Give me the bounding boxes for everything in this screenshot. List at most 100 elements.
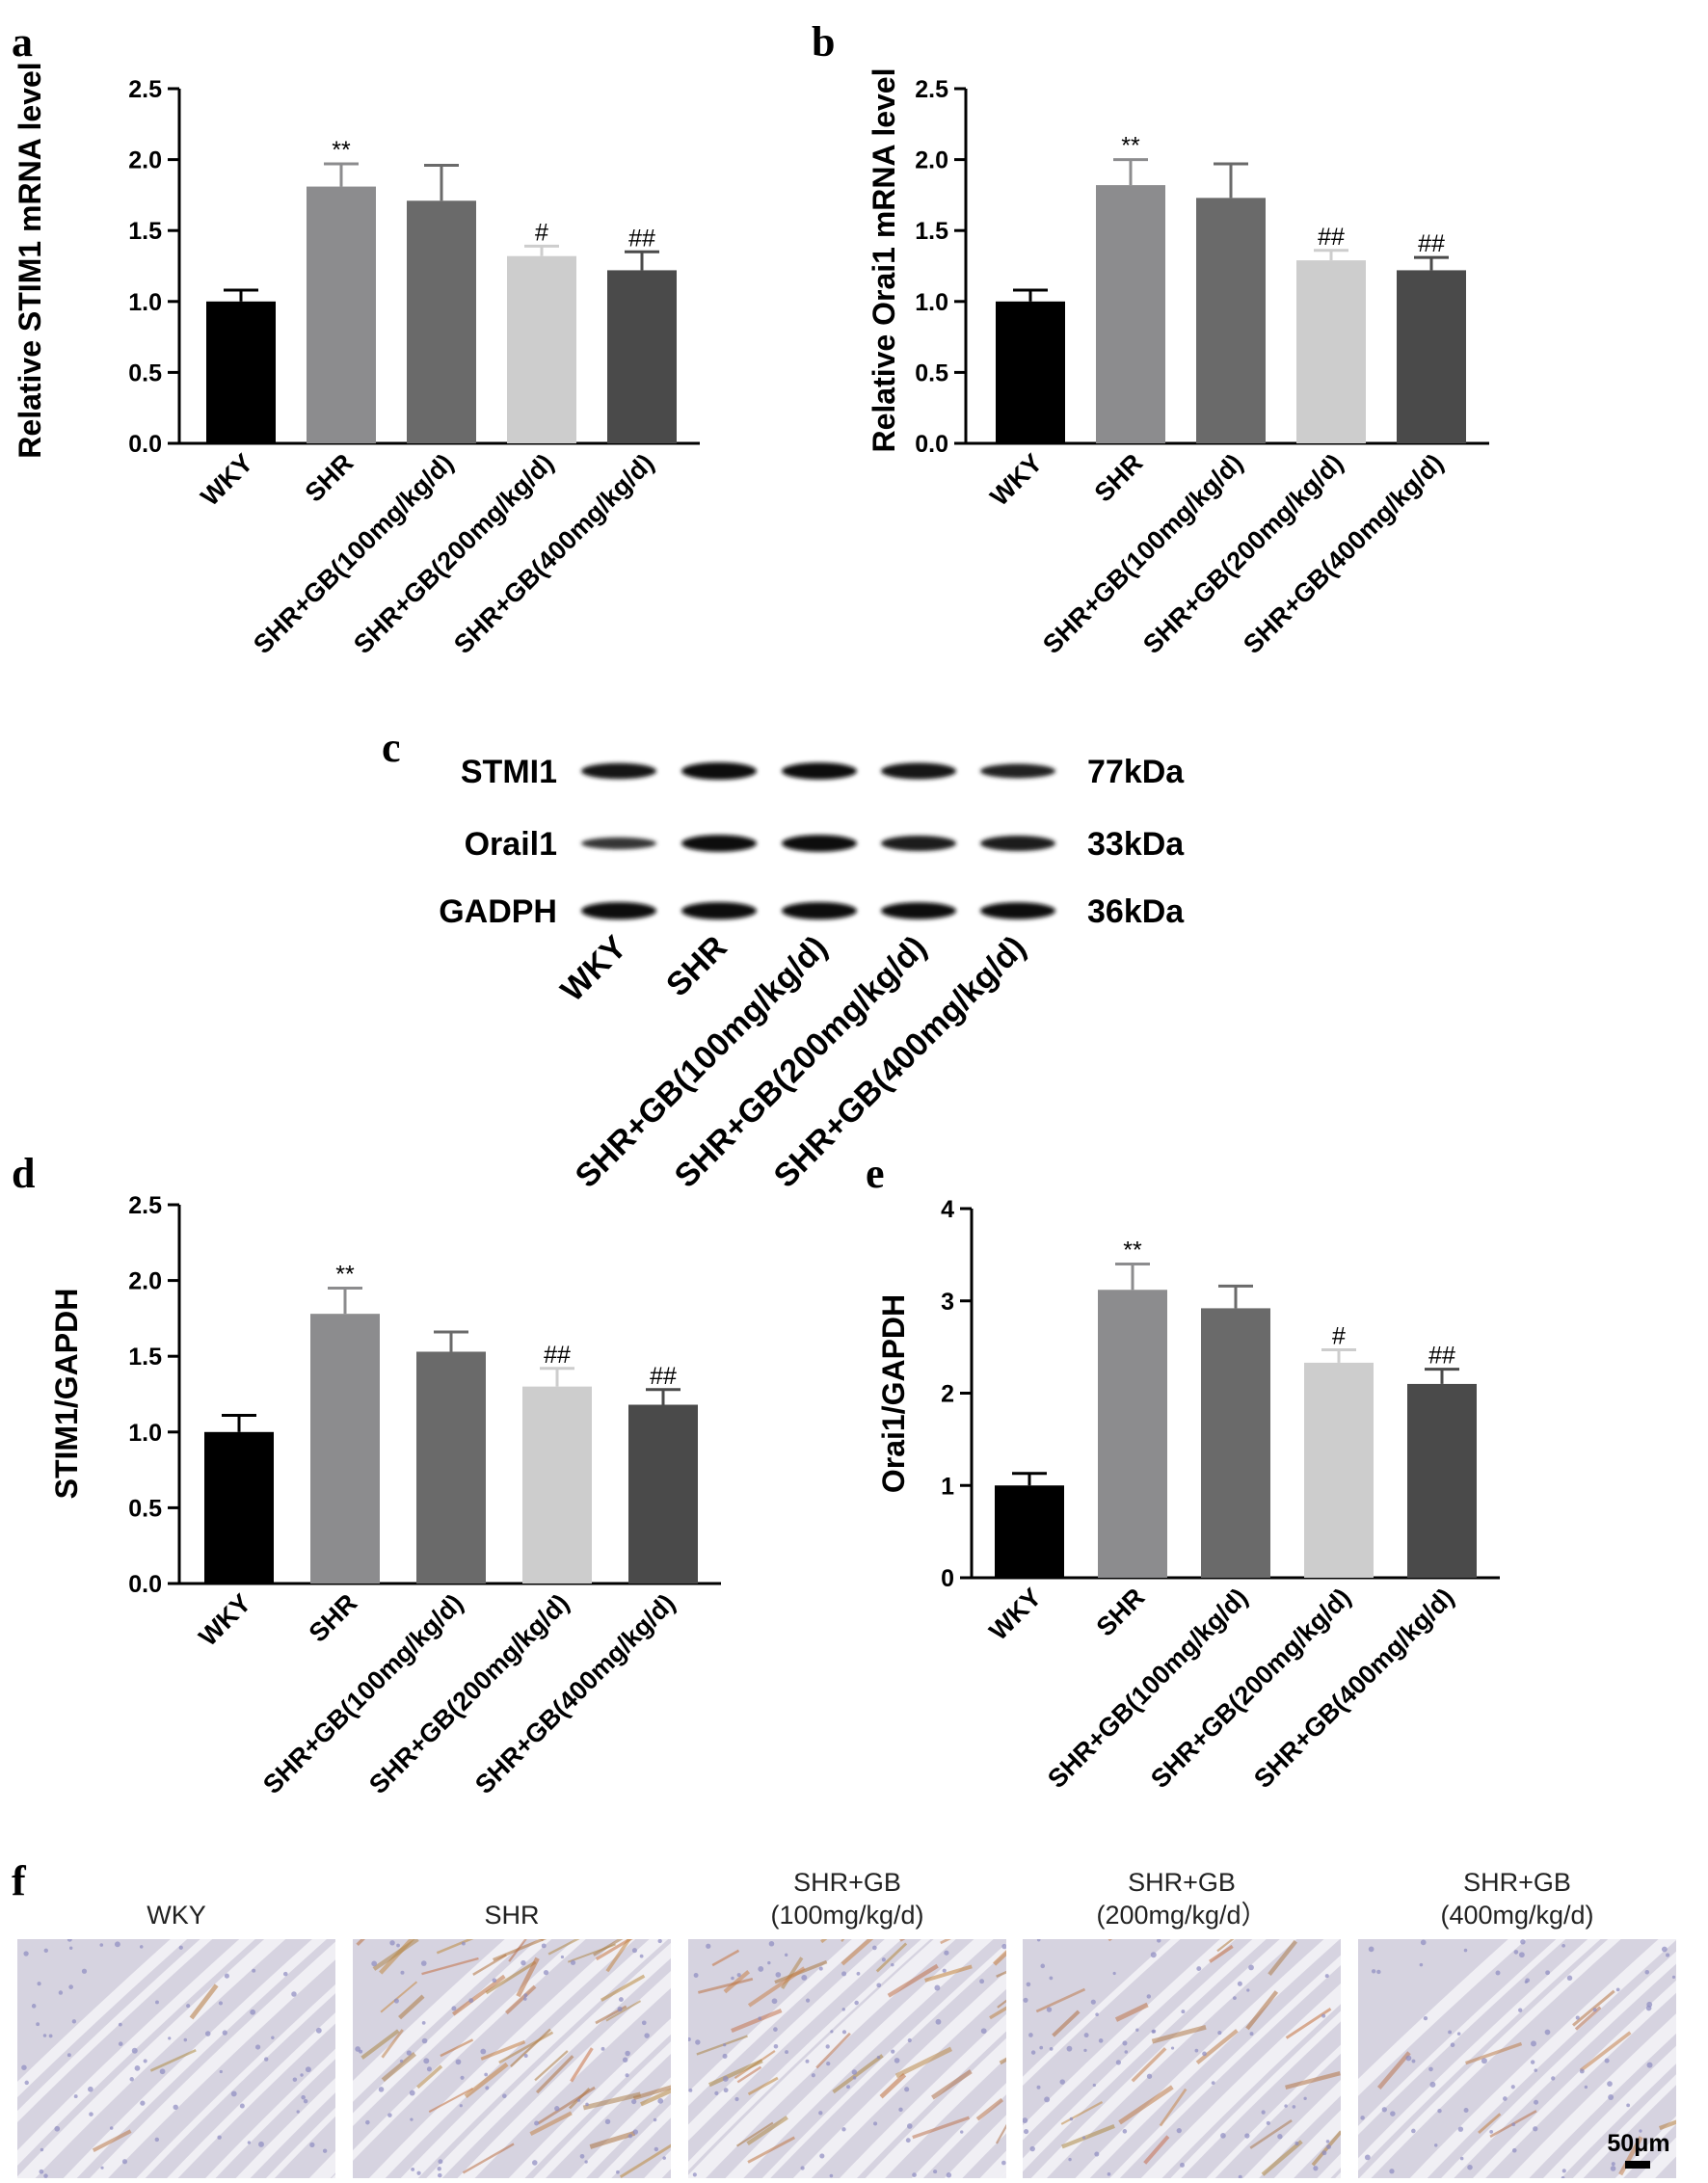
category-label: SHR [1091, 1583, 1151, 1642]
ihc-fiber-gap [353, 1939, 552, 2126]
ihc-nucleus [315, 2027, 322, 2034]
ihc-nucleus [1151, 2030, 1156, 2034]
significance-label: ## [544, 1342, 571, 1369]
panel-letter: c [382, 724, 401, 771]
ihc-nucleus [100, 2166, 104, 2170]
ihc-nucleus [522, 1997, 527, 2001]
ihc-nucleus [396, 1943, 400, 1948]
ihc-nucleus [523, 2053, 528, 2058]
ihc-stain [92, 2129, 132, 2153]
ihc-fiber-gap [1242, 2080, 1341, 2178]
ihc-nucleus [1645, 2005, 1652, 2011]
blot-band [581, 902, 656, 919]
ihc-nucleus [282, 1971, 288, 1977]
ihc-fiber-gap [353, 1939, 586, 2161]
ihc-nucleus [322, 2148, 328, 2153]
ihc-nucleus [584, 2160, 588, 2164]
blot-band [881, 902, 956, 919]
ihc-nucleus [1313, 2166, 1319, 2171]
ihc-stain [480, 2039, 526, 2061]
ihc-stain [1035, 1987, 1086, 2013]
ihc-stain [381, 2052, 416, 2083]
category-label: WKY [984, 448, 1048, 512]
ihc-fiber-gap [1023, 1939, 1181, 2087]
ihc-nucleus [1066, 2045, 1073, 2052]
ihc-stain [996, 1970, 1006, 1978]
ihc-stain [1618, 2136, 1643, 2176]
ihc-nucleus [1069, 2116, 1074, 2121]
ihc-nucleus [819, 2153, 825, 2159]
ihc-title-line1: SHR+GB [1463, 1868, 1571, 1897]
ihc-nucleus [1083, 2033, 1089, 2038]
ihc-nucleus [873, 2121, 878, 2126]
ihc-fiber-gap [571, 2077, 671, 2178]
y-tick-label: 1.0 [128, 289, 162, 316]
ihc-nucleus [37, 1982, 41, 1986]
ihc-nucleus [801, 1974, 808, 1981]
ihc-nucleus [219, 2069, 223, 2074]
ihc-stain [535, 2055, 574, 2094]
bar-WKY [996, 301, 1065, 443]
ihc-stain [510, 2028, 551, 2067]
ihc-nucleus [1321, 2013, 1326, 2018]
panel-letter: e [866, 1150, 885, 1197]
ihc-stain [356, 1939, 365, 1947]
y-tick-label: 1.5 [128, 1344, 162, 1371]
blot-band [782, 902, 857, 919]
ihc-title-line2: (200mg/kg/d） [1096, 1901, 1267, 1930]
ihc-nucleus [1579, 2068, 1585, 2074]
ihc-nucleus [393, 1998, 399, 2004]
ihc-fiber-gap [865, 2037, 1006, 2178]
category-label: SHR+GB(400mg/kg/d) [469, 1588, 681, 1799]
ihc-fiber-gap [725, 1939, 994, 2178]
ihc-fiber-gap [688, 1939, 931, 2170]
ihc-stain [815, 2032, 851, 2069]
ihc-stain [747, 2076, 779, 2096]
lane-label: WKY [554, 929, 634, 1009]
ihc-fiber-gap [1023, 1939, 1236, 2141]
ihc-stain [1285, 2008, 1332, 2039]
ihc-stain [149, 2048, 197, 2072]
ihc-nucleus [625, 2050, 630, 2057]
ihc-nucleus [657, 1939, 662, 1944]
ihc-nucleus [876, 2055, 881, 2060]
ihc-nucleus [946, 2172, 952, 2178]
ihc-nucleus [1518, 1952, 1525, 1958]
ihc-nucleus [773, 2043, 779, 2049]
ihc-nucleus [881, 1957, 886, 1962]
ihc-nucleus [118, 2022, 122, 2027]
ihc-nucleus [805, 1998, 811, 2003]
panel-b-chart: b 0.0 0.5 1.0 1.5 2.0 2.5 Relative Orai1 mRNA l… [812, 18, 1489, 659]
ihc-nucleus [829, 2173, 834, 2178]
ihc-fiber-gap [17, 1939, 188, 2098]
ihc-nucleus [178, 1945, 183, 1950]
ihc-nucleus [1434, 2143, 1438, 2147]
y-tick-label: 1.5 [915, 218, 948, 245]
ihc-nucleus [459, 2104, 463, 2108]
ihc-nucleus [933, 2170, 938, 2174]
ihc-stain [1572, 1989, 1615, 2027]
y-tick-label: 0.0 [128, 431, 162, 458]
lane-label: SHR [659, 929, 734, 1004]
bar-WKY [204, 1431, 274, 1584]
ihc-nucleus [1170, 2046, 1175, 2050]
ihc-nucleus [520, 1959, 526, 1966]
ihc-nucleus [1001, 2160, 1006, 2166]
ihc-nucleus [1644, 1969, 1650, 1975]
significance-label: # [1332, 1322, 1346, 1349]
ihc-stain [1118, 2085, 1174, 2125]
category-label: SHR+GB(100mg/kg/d) [1042, 1583, 1253, 1794]
ihc-nucleus [1023, 2128, 1029, 2135]
category-label: WKY [193, 1588, 256, 1652]
ihc-nucleus [54, 2125, 61, 2132]
ihc-stain [1245, 1990, 1279, 2031]
ihc-stain [539, 1939, 545, 1942]
ihc-stain [747, 1966, 806, 2008]
ihc-nucleus [1390, 2111, 1396, 2116]
ihc-nucleus [1261, 2110, 1266, 2115]
ihc-nucleus [67, 1939, 72, 1942]
ihc-nucleus [1561, 1943, 1565, 1948]
ihc-nucleus [73, 2094, 78, 2099]
